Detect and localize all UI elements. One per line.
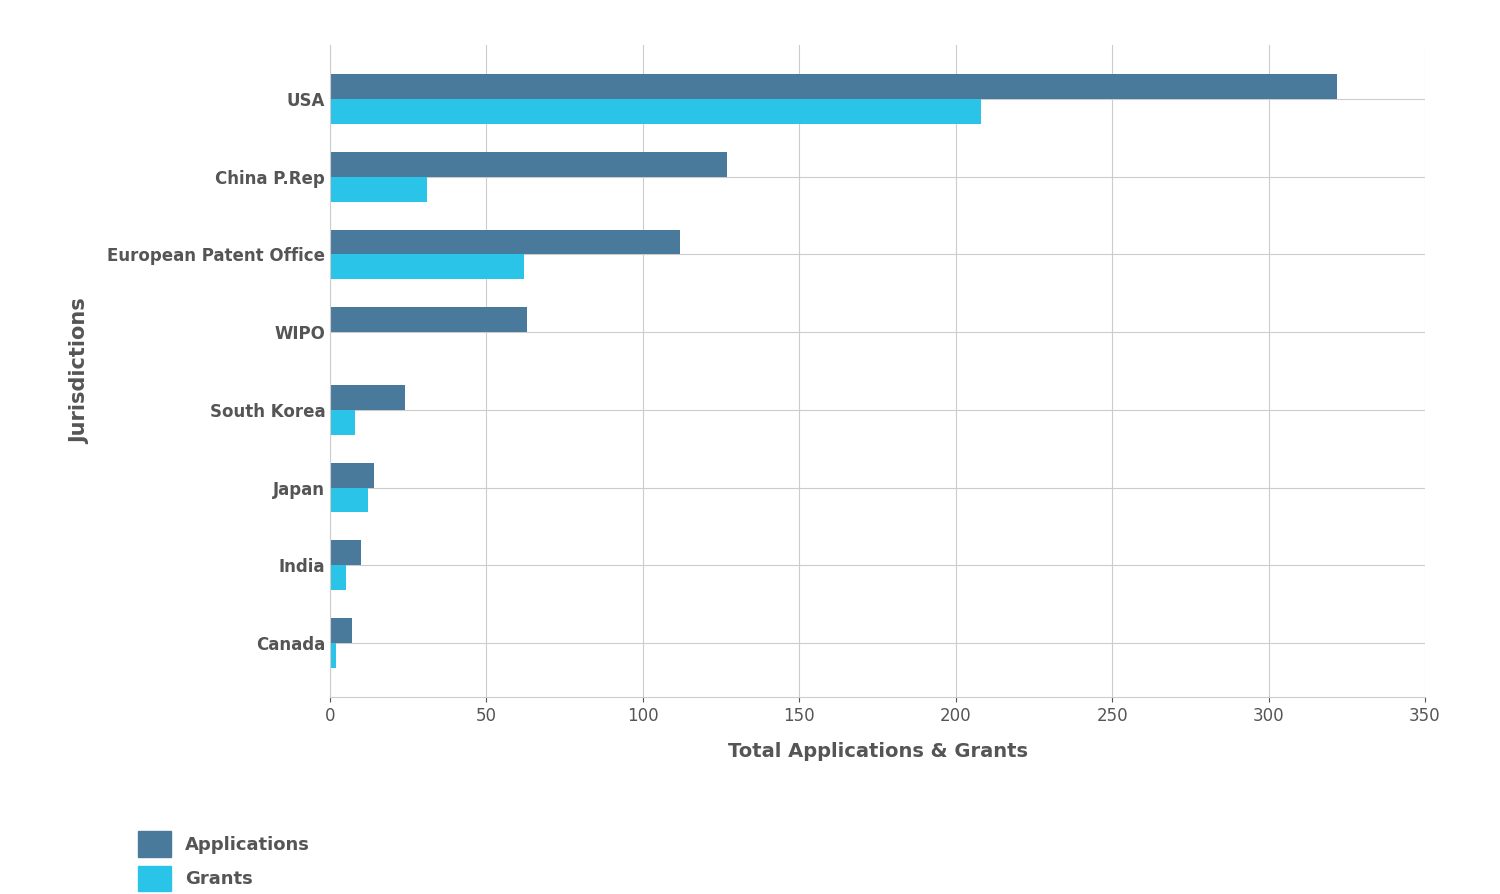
Bar — [330, 565, 345, 590]
Bar — [330, 255, 524, 279]
Bar — [330, 177, 427, 202]
Bar — [330, 643, 336, 668]
Bar — [330, 99, 981, 124]
Bar — [330, 540, 362, 565]
Bar — [330, 487, 368, 512]
Bar — [330, 463, 374, 487]
Legend: Applications, Grants: Applications, Grants — [130, 823, 316, 894]
Bar — [330, 230, 681, 255]
Bar — [330, 74, 1338, 99]
Y-axis label: Jurisdictions: Jurisdictions — [70, 298, 90, 444]
Bar — [330, 409, 356, 434]
Bar — [330, 618, 352, 643]
Bar — [330, 308, 526, 333]
Bar — [330, 152, 728, 177]
Bar — [330, 385, 405, 409]
X-axis label: Total Applications & Grants: Total Applications & Grants — [728, 742, 1028, 761]
